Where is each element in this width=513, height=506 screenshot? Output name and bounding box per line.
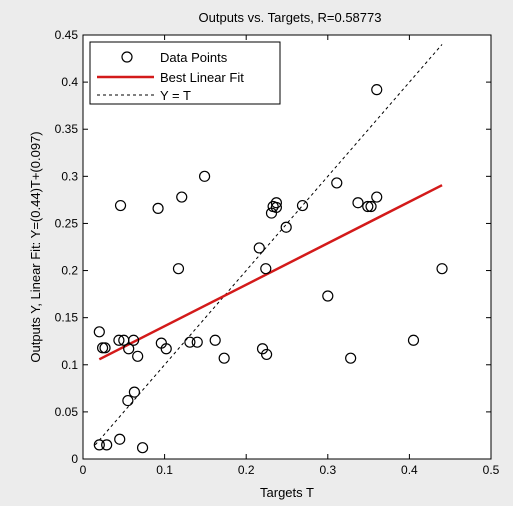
x-tick-label-4: 0.4 <box>401 463 418 477</box>
legend-box <box>89 41 281 105</box>
data-point-40 <box>101 439 113 451</box>
data-point-0 <box>93 326 105 338</box>
y-tick-label-3: 0.15 <box>55 311 79 325</box>
data-point-10 <box>184 336 196 348</box>
chart-title: Outputs vs. Targets, R=0.58773 <box>199 10 382 25</box>
x-axis-ticks: 0 0.1 0.2 0.3 0.4 0.5 <box>80 35 500 477</box>
data-point-15 <box>261 348 273 361</box>
x-tick-label-2: 0.2 <box>238 463 255 477</box>
y-axis-ticks: 0 0.05 0.1 0.15 0.2 0.25 0.3 0.35 0.4 0.45 <box>55 28 491 466</box>
data-point-21 <box>253 242 265 254</box>
legend-label-identity: Y = T <box>160 88 191 103</box>
data-point-9 <box>160 343 172 355</box>
data-point-30 <box>322 290 334 302</box>
y-tick-label-8: 0.4 <box>61 75 78 89</box>
legend-marker-data-points <box>121 51 133 63</box>
y-tick-label-4: 0.2 <box>61 264 78 278</box>
data-point-19 <box>172 263 185 275</box>
data-point-27 <box>280 221 292 233</box>
data-point-17 <box>152 202 164 214</box>
data-point-18 <box>176 191 188 203</box>
data-point-22 <box>260 263 272 275</box>
x-tick-label-1: 0.1 <box>156 463 173 477</box>
data-point-29 <box>331 177 343 189</box>
y-tick-label-5: 0.25 <box>55 216 79 230</box>
legend: Data Points Best Linear Fit Y = T <box>89 41 281 105</box>
identity-line <box>94 44 443 446</box>
data-point-11 <box>191 336 203 348</box>
data-point-7 <box>132 350 144 362</box>
data-point-3 <box>113 334 125 346</box>
y-tick-label-9: 0.45 <box>55 28 79 42</box>
y-axis-label: Outputs Y, Linear Fit: Y=(0.44)T+(0.097) <box>28 131 43 362</box>
x-tick-label-0: 0 <box>80 463 87 477</box>
data-point-26 <box>270 201 282 214</box>
data-point-34 <box>365 200 377 213</box>
data-point-39 <box>93 439 105 451</box>
legend-label-best-fit: Best Linear Fit <box>160 70 244 85</box>
y-tick-label-1: 0.05 <box>55 405 79 419</box>
data-point-44 <box>136 442 149 454</box>
data-point-38 <box>436 263 448 275</box>
y-tick-label-6: 0.3 <box>61 169 78 183</box>
data-points <box>93 84 448 454</box>
data-point-35 <box>371 191 383 203</box>
data-point-36 <box>371 84 383 96</box>
data-point-25 <box>270 197 282 209</box>
data-point-43 <box>128 386 141 398</box>
best-fit-line <box>98 184 443 361</box>
plot-area <box>82 34 492 460</box>
data-point-37 <box>407 334 420 346</box>
data-point-14 <box>256 343 269 355</box>
data-point-12 <box>209 334 221 346</box>
y-tick-label-2: 0.1 <box>61 358 78 372</box>
x-axis-label: Targets T <box>260 485 314 500</box>
legend-label-data-points: Data Points <box>160 50 228 65</box>
data-point-42 <box>122 394 134 407</box>
data-point-5 <box>123 343 135 355</box>
data-point-13 <box>218 352 230 364</box>
data-point-6 <box>127 334 140 346</box>
lines-layer <box>94 44 443 446</box>
data-point-31 <box>345 352 357 364</box>
x-tick-label-3: 0.3 <box>319 463 336 477</box>
x-tick-label-5: 0.5 <box>483 463 500 477</box>
data-point-33 <box>362 200 374 213</box>
y-tick-label-7: 0.35 <box>55 122 79 136</box>
data-point-28 <box>296 199 309 212</box>
data-point-20 <box>198 170 211 182</box>
data-point-2 <box>99 342 111 354</box>
data-point-16 <box>114 199 127 212</box>
data-point-32 <box>352 197 364 209</box>
data-point-41 <box>114 433 126 445</box>
y-tick-label-0: 0 <box>71 452 78 466</box>
